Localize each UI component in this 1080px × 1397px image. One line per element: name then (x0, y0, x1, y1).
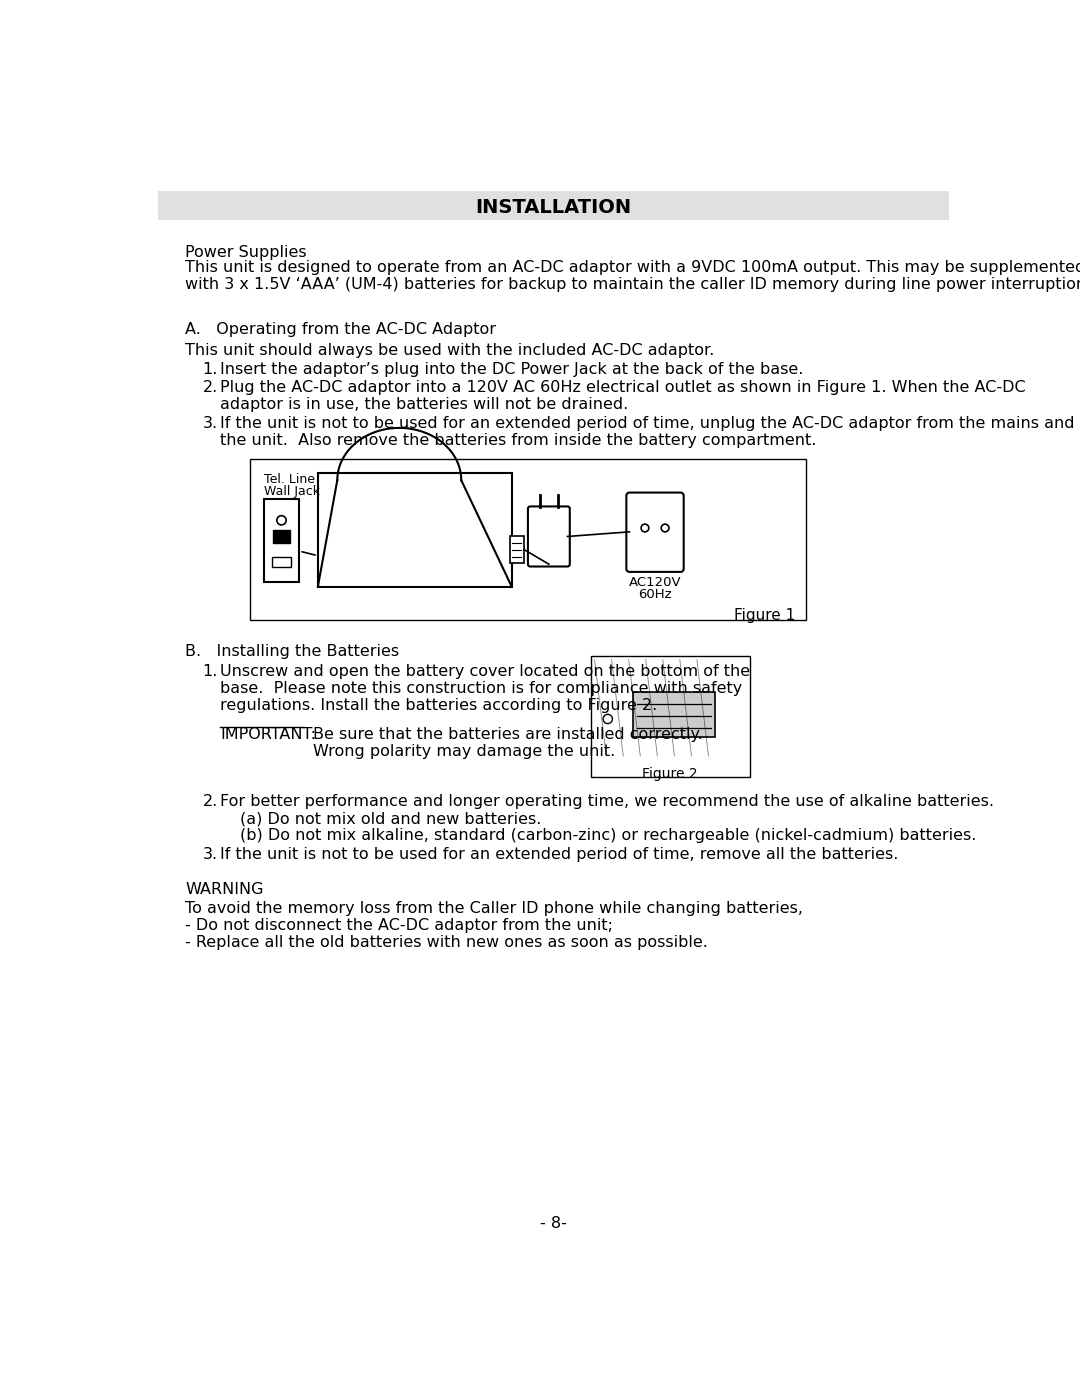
Text: AC120V: AC120V (629, 576, 681, 588)
FancyBboxPatch shape (528, 507, 570, 567)
Text: 2.: 2. (202, 380, 218, 395)
Text: Insert the adaptor’s plug into the DC Power Jack at the back of the base.: Insert the adaptor’s plug into the DC Po… (220, 362, 804, 377)
Text: This unit should always be used with the included AC-DC adaptor.: This unit should always be used with the… (186, 344, 715, 358)
Text: 2.: 2. (202, 795, 218, 809)
Text: Unscrew and open the battery cover located on the bottom of the: Unscrew and open the battery cover locat… (220, 665, 751, 679)
Text: IMPORTANT:: IMPORTANT: (220, 726, 316, 742)
Text: (b) Do not mix alkaline, standard (carbon-zinc) or rechargeable (nickel-cadmium): (b) Do not mix alkaline, standard (carbo… (240, 828, 976, 844)
Text: with 3 x 1.5V ‘AAA’ (UM-4) batteries for backup to maintain the caller ID memory: with 3 x 1.5V ‘AAA’ (UM-4) batteries for… (186, 277, 1080, 292)
Text: 60Hz: 60Hz (638, 588, 672, 601)
Bar (591, 655, 750, 778)
Text: Figure 2: Figure 2 (642, 767, 698, 781)
Text: Be sure that the batteries are installed correctly.: Be sure that the batteries are installed… (313, 726, 703, 742)
Text: INSTALLATION: INSTALLATION (475, 198, 632, 217)
Text: Figure 1: Figure 1 (734, 608, 795, 623)
Text: - Replace all the old batteries with new ones as soon as possible.: - Replace all the old batteries with new… (186, 935, 708, 950)
Text: WARNING: WARNING (186, 882, 264, 897)
Bar (264, 499, 299, 583)
Text: 1.: 1. (202, 362, 218, 377)
Bar (510, 536, 524, 563)
Text: 3.: 3. (202, 847, 217, 862)
Bar (272, 557, 291, 567)
FancyBboxPatch shape (626, 493, 684, 571)
Text: - 8-: - 8- (540, 1217, 567, 1231)
Text: For better performance and longer operating time, we recommend the use of alkali: For better performance and longer operat… (220, 795, 995, 809)
Bar (159, 191, 948, 219)
Text: If the unit is not to be used for an extended period of time, remove all the bat: If the unit is not to be used for an ext… (220, 847, 899, 862)
Text: 3.: 3. (202, 415, 217, 430)
Text: the unit.  Also remove the batteries from inside the battery compartment.: the unit. Also remove the batteries from… (220, 433, 816, 447)
Text: Wrong polarity may damage the unit.: Wrong polarity may damage the unit. (313, 745, 616, 760)
Bar (633, 692, 715, 736)
Text: Power Supplies: Power Supplies (186, 244, 307, 260)
Bar (273, 529, 291, 543)
Text: regulations. Install the batteries according to Figure 2.: regulations. Install the batteries accor… (220, 698, 658, 714)
Bar (318, 472, 512, 587)
Text: adaptor is in use, the batteries will not be drained.: adaptor is in use, the batteries will no… (220, 397, 629, 412)
Text: Plug the AC-DC adaptor into a 120V AC 60Hz electrical outlet as shown in Figure : Plug the AC-DC adaptor into a 120V AC 60… (220, 380, 1026, 395)
Text: To avoid the memory loss from the Caller ID phone while changing batteries,: To avoid the memory loss from the Caller… (186, 901, 804, 915)
Text: - Do not disconnect the AC-DC adaptor from the unit;: - Do not disconnect the AC-DC adaptor fr… (186, 918, 613, 933)
Text: Tel. Line: Tel. Line (264, 472, 314, 486)
Text: This unit is designed to operate from an AC-DC adaptor with a 9VDC 100mA output.: This unit is designed to operate from an… (186, 260, 1080, 275)
Text: A.   Operating from the AC-DC Adaptor: A. Operating from the AC-DC Adaptor (186, 321, 497, 337)
Text: (a) Do not mix old and new batteries.: (a) Do not mix old and new batteries. (240, 812, 541, 827)
Text: B.   Installing the Batteries: B. Installing the Batteries (186, 644, 400, 658)
Text: base.  Please note this construction is for compliance with safety: base. Please note this construction is f… (220, 682, 743, 696)
Text: If the unit is not to be used for an extended period of time, unplug the AC-DC a: If the unit is not to be used for an ext… (220, 415, 1075, 430)
Text: 1.: 1. (202, 665, 218, 679)
Text: Wall Jack: Wall Jack (264, 485, 320, 497)
Bar (249, 458, 806, 620)
